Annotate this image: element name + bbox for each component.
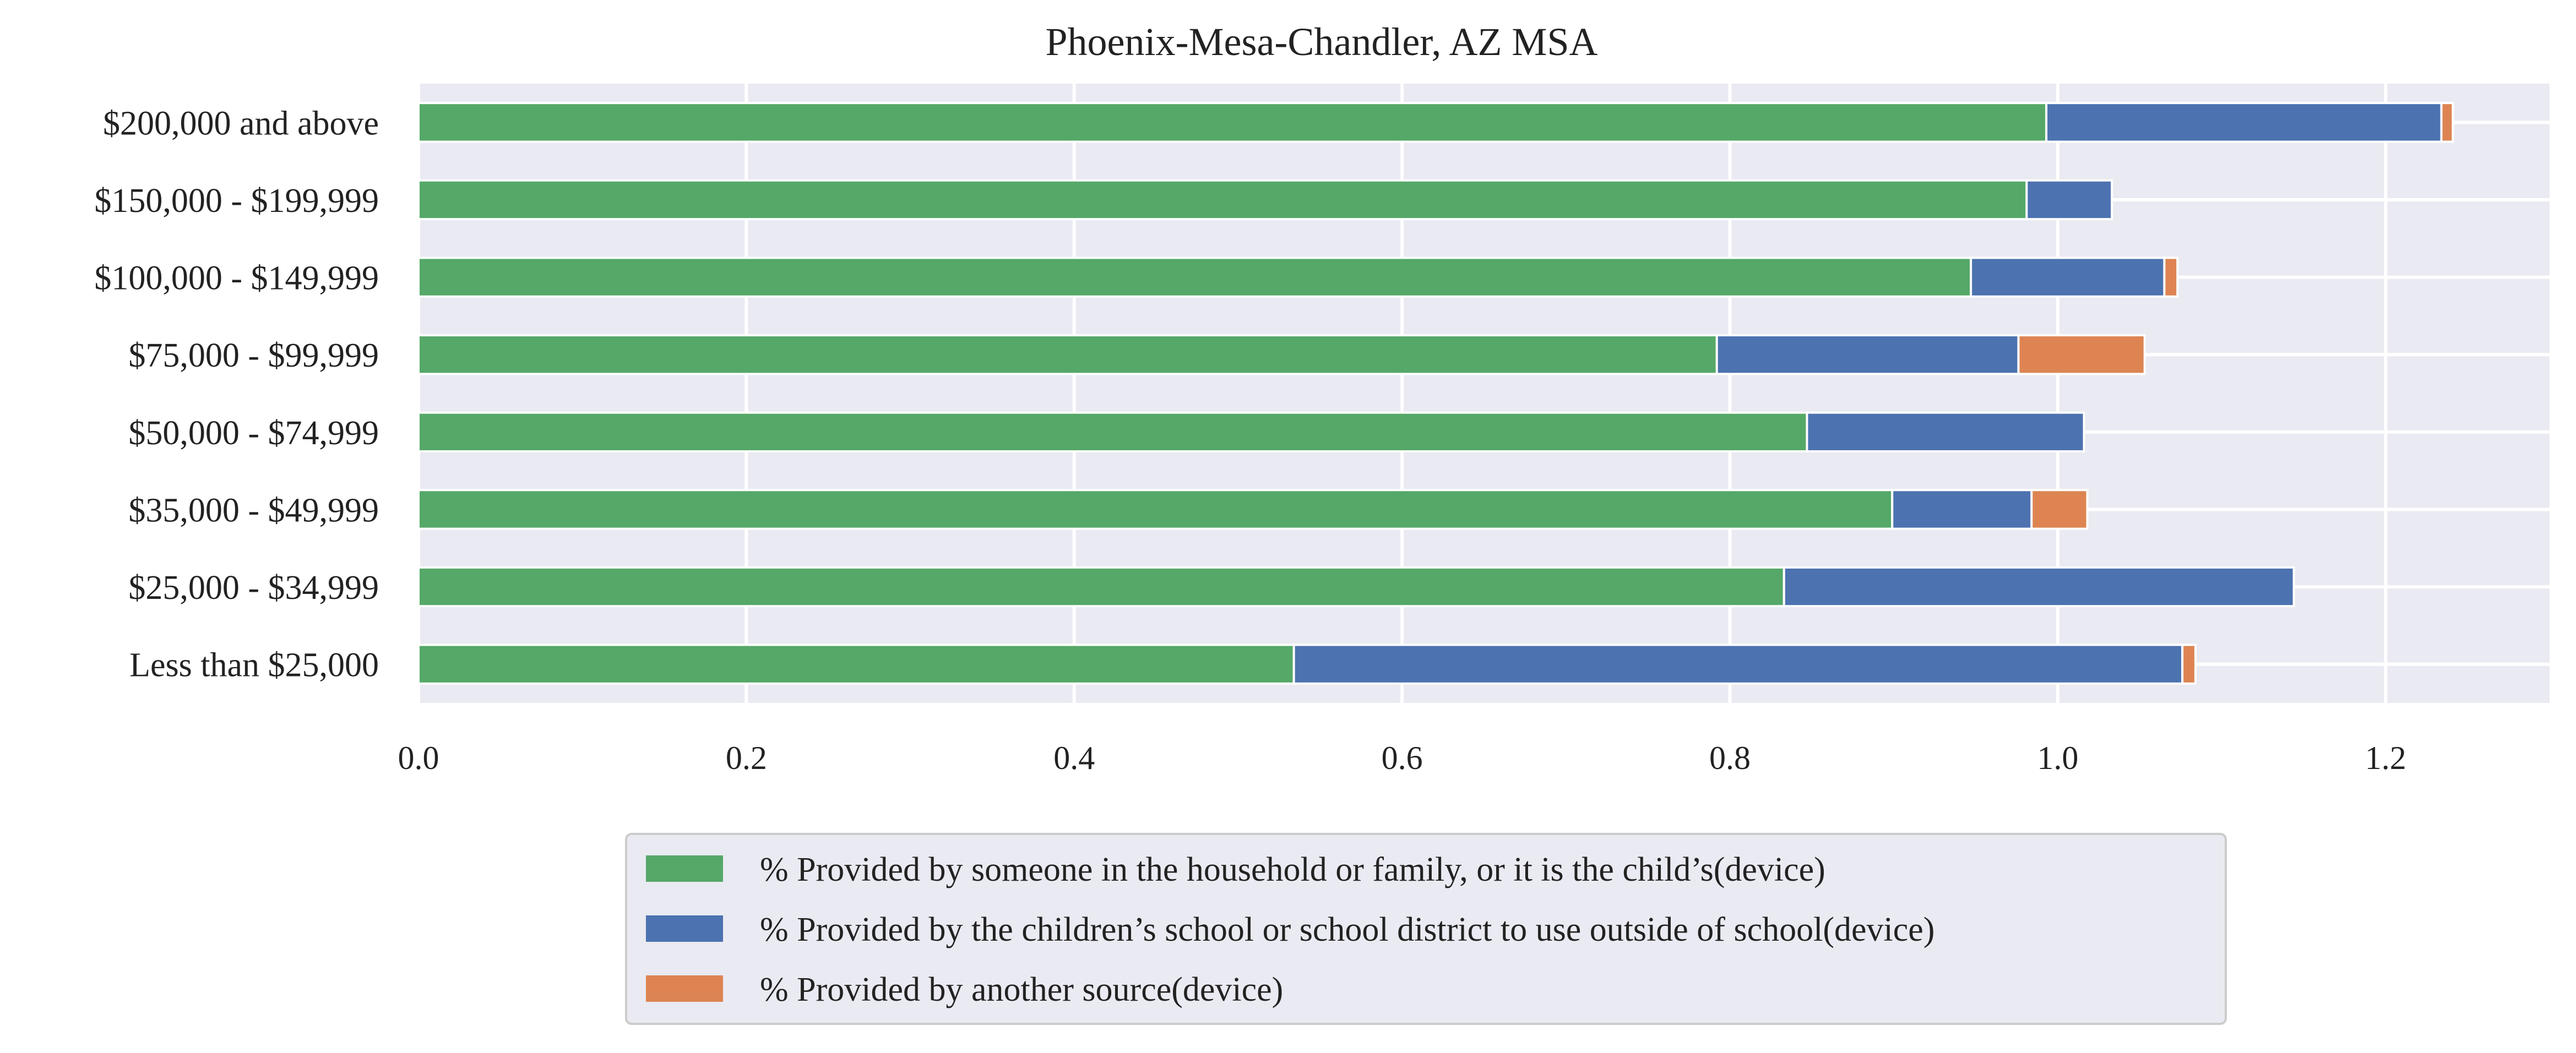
y-tick-label: $35,000 - $49,999 <box>128 492 379 529</box>
bar-segment-series-2 <box>1806 411 2085 452</box>
plot-background <box>419 84 2550 703</box>
x-tick-label: 0.2 <box>726 740 767 776</box>
bar-segment-series-2 <box>2025 179 2113 221</box>
legend-box <box>625 833 2227 1025</box>
y-tick-label: $200,000 and above <box>103 105 379 142</box>
bar-segment-series-1 <box>417 411 1808 452</box>
x-tick-label: 0.8 <box>1709 740 1751 776</box>
bar-segment-series-3 <box>2181 643 2197 685</box>
y-tick-label: $75,000 - $99,999 <box>128 337 379 374</box>
bar-segment-series-1 <box>417 566 1785 608</box>
bar-segment-series-2 <box>1782 566 2295 608</box>
bar-segment-series-1 <box>417 489 1894 530</box>
chart-title: Phoenix-Mesa-Chandler, AZ MSA <box>1045 20 1597 64</box>
legend-swatch-series-2 <box>646 915 723 942</box>
bar-segment-series-1 <box>417 643 1295 685</box>
bar-segment-series-2 <box>1891 489 2033 530</box>
bar-segment-series-1 <box>417 334 1718 375</box>
legend-swatch-series-3 <box>646 975 723 1002</box>
bar-segment-series-2 <box>1292 643 2184 685</box>
bar-segment-series-3 <box>2017 334 2146 375</box>
legend-label-series-2: % Provided by the children’s school or s… <box>760 911 1934 948</box>
bars-group <box>417 102 2454 685</box>
bar-segment-series-2 <box>2045 102 2443 143</box>
bar-segment-series-1 <box>417 179 2028 221</box>
legend-label-series-1: % Provided by someone in the household o… <box>760 851 1825 888</box>
x-tick-label: 0.6 <box>1382 740 1423 776</box>
bar-segment-series-3 <box>2163 257 2179 298</box>
bar-segment-series-1 <box>417 102 2048 143</box>
bar-segment-series-3 <box>2440 102 2454 143</box>
x-tick-label: 0.0 <box>398 740 439 776</box>
legend-label-series-3: % Provided by another source(device) <box>760 971 1283 1008</box>
x-tick-label: 1.0 <box>2037 740 2078 776</box>
x-tick-label: 0.4 <box>1053 740 1095 776</box>
x-tick-labels: 0.0 0.2 0.4 0.6 0.8 1.0 1.2 <box>398 740 2406 776</box>
legend-swatch-series-1 <box>646 855 723 882</box>
y-tick-labels: $200,000 and above $150,000 - $199,999 $10… <box>94 105 379 684</box>
y-tick-label: Less than $25,000 <box>129 647 379 684</box>
y-tick-label: $150,000 - $199,999 <box>94 182 379 220</box>
bar-segment-series-2 <box>1970 257 2166 298</box>
y-tick-label: $100,000 - $149,999 <box>94 260 379 297</box>
bar-segment-series-2 <box>1715 334 2020 375</box>
y-tick-label: $25,000 - $34,999 <box>128 569 379 607</box>
x-tick-label: 1.2 <box>2365 740 2406 776</box>
bar-segment-series-1 <box>417 257 1972 298</box>
bar-segment-series-3 <box>2030 489 2089 530</box>
legend: % Provided by someone in the household o… <box>625 833 2227 1025</box>
y-tick-label: $50,000 - $74,999 <box>128 414 379 452</box>
